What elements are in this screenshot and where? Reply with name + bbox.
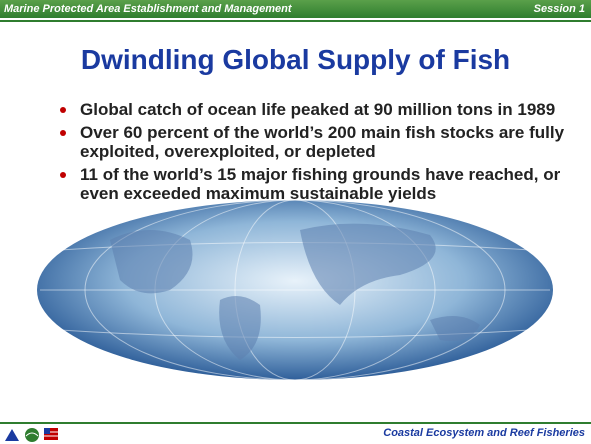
footer-line bbox=[0, 422, 591, 424]
logos bbox=[5, 428, 58, 442]
header-left: Marine Protected Area Establishment and … bbox=[4, 3, 292, 15]
header-bar: Marine Protected Area Establishment and … bbox=[0, 0, 591, 18]
bullet: Global catch of ocean life peaked at 90 … bbox=[60, 100, 570, 119]
bullet-list: Global catch of ocean life peaked at 90 … bbox=[58, 100, 570, 207]
header-right: Session 1 bbox=[533, 3, 585, 15]
bullet: Over 60 percent of the world’s 200 main … bbox=[60, 123, 570, 161]
slide-title: Dwindling Global Supply of Fish bbox=[80, 44, 511, 75]
bullet: 11 of the world’s 15 major fishing groun… bbox=[60, 165, 570, 203]
footer-right: Coastal Ecosystem and Reef Fisheries bbox=[383, 427, 585, 439]
header-line bbox=[0, 20, 591, 22]
